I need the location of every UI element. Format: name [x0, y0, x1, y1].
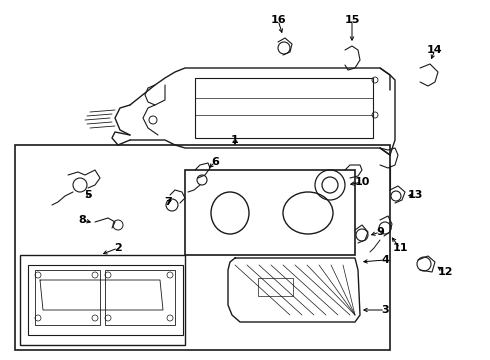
Bar — [258, 278, 293, 296]
Text: 14: 14 — [427, 45, 443, 55]
Bar — [195, 78, 373, 138]
Text: 6: 6 — [211, 157, 219, 167]
Text: 16: 16 — [270, 15, 286, 25]
Text: 10: 10 — [354, 177, 369, 187]
Text: 8: 8 — [78, 215, 86, 225]
Bar — [185, 170, 355, 255]
Text: 15: 15 — [344, 15, 360, 25]
Text: 12: 12 — [437, 267, 453, 277]
Text: 3: 3 — [381, 305, 389, 315]
Text: 2: 2 — [114, 243, 122, 253]
Bar — [105, 270, 175, 325]
Bar — [20, 255, 185, 345]
Text: 11: 11 — [392, 243, 408, 253]
Text: 4: 4 — [381, 255, 389, 265]
Text: 9: 9 — [376, 227, 384, 237]
Text: 7: 7 — [164, 197, 172, 207]
Text: 5: 5 — [84, 190, 92, 200]
Text: 13: 13 — [407, 190, 423, 200]
Text: 1: 1 — [231, 135, 239, 145]
Bar — [28, 265, 183, 335]
Bar — [35, 270, 100, 325]
Bar — [15, 145, 390, 350]
